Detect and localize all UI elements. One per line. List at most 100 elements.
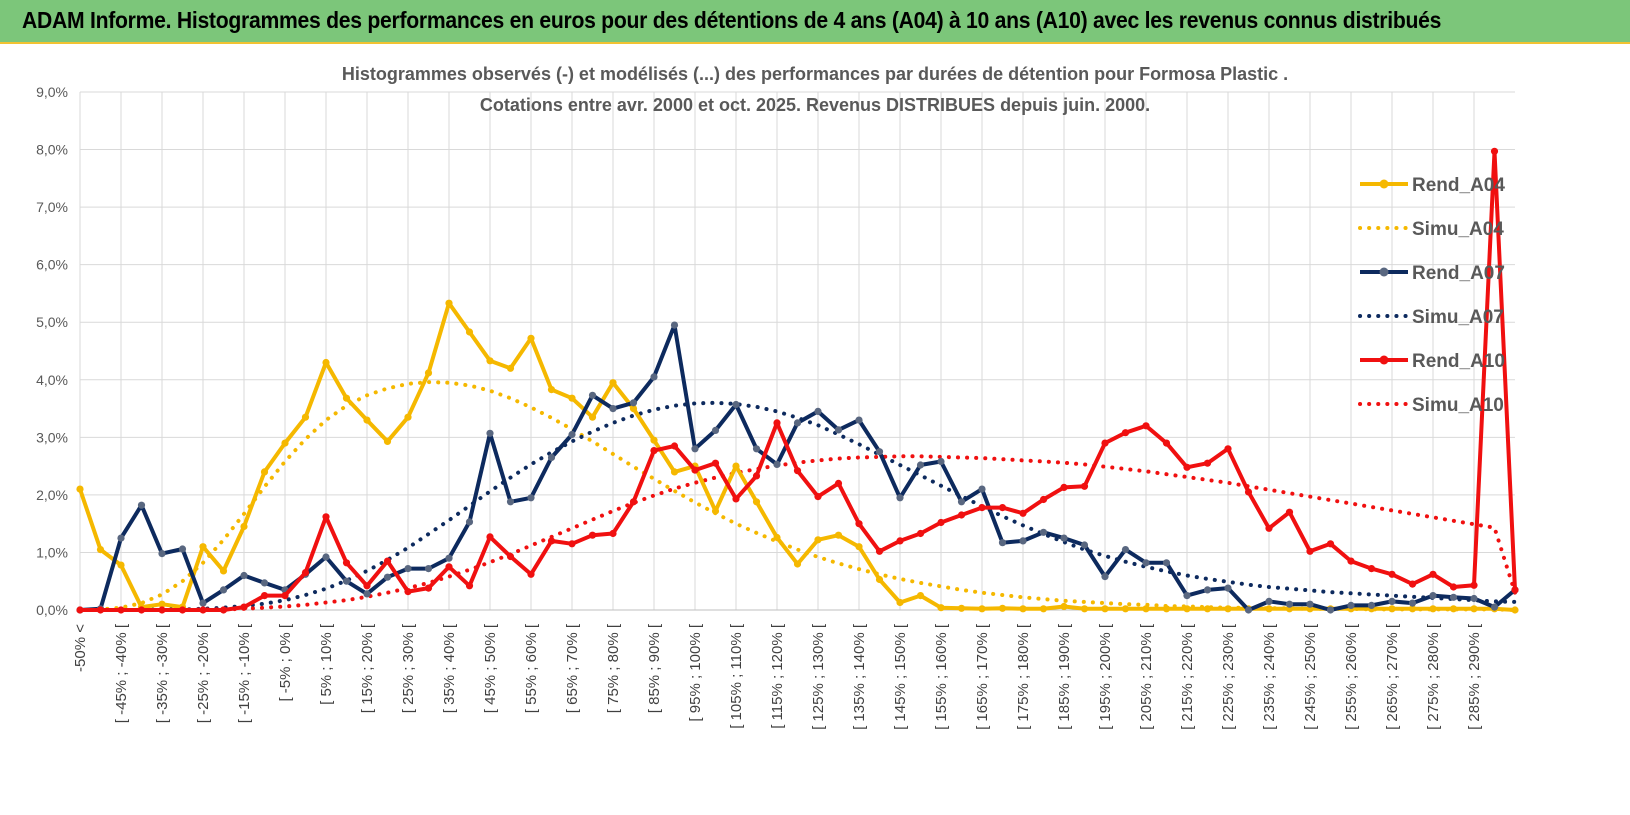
data-point (588, 413, 597, 421)
data-point (240, 603, 248, 611)
legend-marker (1379, 355, 1389, 365)
data-point (814, 407, 822, 415)
y-axis: 0,0% 1,0% 2,0% 3,0% 4,0% 5,0% 6,0% 7,0% 8,0% 9,0% (36, 84, 68, 618)
data-point (1019, 509, 1027, 517)
legend-item-Simu_A07[interactable]: Simu_A07 (1358, 307, 1504, 328)
data-point (752, 472, 761, 480)
data-point (240, 571, 248, 580)
data-point (1449, 593, 1458, 601)
data-point (732, 495, 740, 503)
x-tick-label: [ -5% ; 0% [ (277, 623, 294, 701)
data-point (773, 460, 781, 468)
y-tick-label: 1,0% (36, 544, 68, 560)
x-tick-label: [ 65% ; 70% [ (564, 623, 581, 713)
data-point (424, 565, 433, 573)
legend-item-Rend_A04[interactable]: Rend_A04 (1360, 175, 1505, 196)
x-tick-label: [ 105% ; 110% [ (728, 623, 745, 729)
x-tick-label: [ 185% ; 190% [ (1056, 623, 1073, 730)
legend-label: Rend_A07 (1412, 263, 1505, 284)
data-point (732, 400, 740, 409)
data-point (670, 468, 679, 476)
gridlines (79, 91, 1515, 611)
data-point (1224, 445, 1232, 453)
data-point (1511, 606, 1519, 614)
data-point (896, 537, 904, 545)
series-Simu_A10 (78, 454, 1517, 612)
data-point (76, 606, 84, 614)
data-point (1060, 534, 1068, 542)
data-point (342, 559, 351, 567)
report-title: ADAM Informe. Histogrammes des performan… (22, 7, 1442, 33)
report-header: ADAM Informe. Histogrammes des performan… (0, 0, 1630, 44)
data-point (1285, 508, 1294, 516)
data-point (752, 498, 761, 506)
y-tick-label: 9,0% (36, 84, 68, 100)
data-point (1429, 592, 1437, 600)
data-point (1306, 600, 1314, 608)
data-point (1244, 606, 1253, 614)
data-point (260, 592, 269, 600)
data-point (445, 299, 453, 307)
data-point (178, 606, 187, 614)
x-tick-label: [ 225% ; 230% [ (1220, 623, 1237, 730)
data-point (1203, 586, 1212, 594)
data-point (137, 501, 146, 509)
legend-item-Rend_A10[interactable]: Rend_A10 (1360, 351, 1505, 372)
data-point (342, 577, 351, 585)
data-point (1265, 605, 1273, 613)
x-tick-label: [ 275% ; 280% [ (1425, 623, 1442, 730)
data-point (260, 468, 269, 476)
x-tick-label: [ 155% ; 160% [ (933, 623, 950, 730)
data-point (855, 416, 863, 424)
legend-item-Rend_A07[interactable]: Rend_A07 (1360, 263, 1505, 284)
data-point (916, 592, 925, 600)
legend[interactable]: Rend_A04 Simu_A04 Rend_A07 Simu_A07 Rend_A10… (1358, 175, 1505, 416)
data-point (547, 537, 556, 545)
data-point (650, 373, 658, 381)
data-point (752, 445, 761, 453)
data-point (1142, 422, 1150, 430)
x-tick-label: [ -25% ; -20% [ (195, 623, 212, 723)
data-point (1285, 600, 1294, 608)
series-line (78, 454, 1517, 612)
data-point (445, 563, 453, 571)
data-point (1142, 605, 1150, 613)
x-tick-label: [ 45% ; 50% [ (482, 623, 499, 713)
data-point (199, 543, 207, 551)
histogram-chart: Histogrammes observés (-) et modélisés (… (36, 64, 1519, 730)
legend-item-Simu_A10[interactable]: Simu_A10 (1358, 395, 1504, 416)
series-Rend_A04 (76, 299, 1519, 614)
y-tick-label: 7,0% (36, 199, 68, 215)
data-point (465, 582, 474, 590)
data-point (1121, 605, 1130, 613)
data-point (588, 391, 597, 399)
data-point (1080, 541, 1089, 549)
data-point (1347, 557, 1355, 565)
x-tick-label: -50% < (72, 624, 89, 672)
x-tick-label: [ 75% ; 80% [ (605, 623, 622, 713)
data-point (1326, 540, 1335, 548)
data-point (486, 429, 494, 437)
data-point (834, 426, 843, 434)
data-point (855, 543, 863, 551)
legend-item-Simu_A04[interactable]: Simu_A04 (1358, 219, 1504, 240)
data-point (793, 467, 802, 475)
data-point (178, 545, 187, 553)
data-point (1060, 483, 1068, 491)
data-point (96, 546, 105, 554)
data-point (424, 369, 433, 377)
data-point (1224, 584, 1232, 592)
x-tick-label: [ 125% ; 130% [ (810, 623, 827, 730)
data-point (937, 518, 945, 527)
data-point (1490, 603, 1499, 611)
data-point (1162, 605, 1171, 613)
data-point (978, 504, 986, 512)
data-point (1367, 565, 1376, 573)
data-point (1470, 581, 1478, 589)
data-point (711, 507, 720, 515)
x-tick-label: [ 25% ; 30% [ (400, 623, 417, 713)
data-point (1244, 488, 1253, 496)
data-point (158, 606, 166, 614)
y-tick-label: 8,0% (36, 142, 68, 158)
data-point (240, 522, 248, 531)
